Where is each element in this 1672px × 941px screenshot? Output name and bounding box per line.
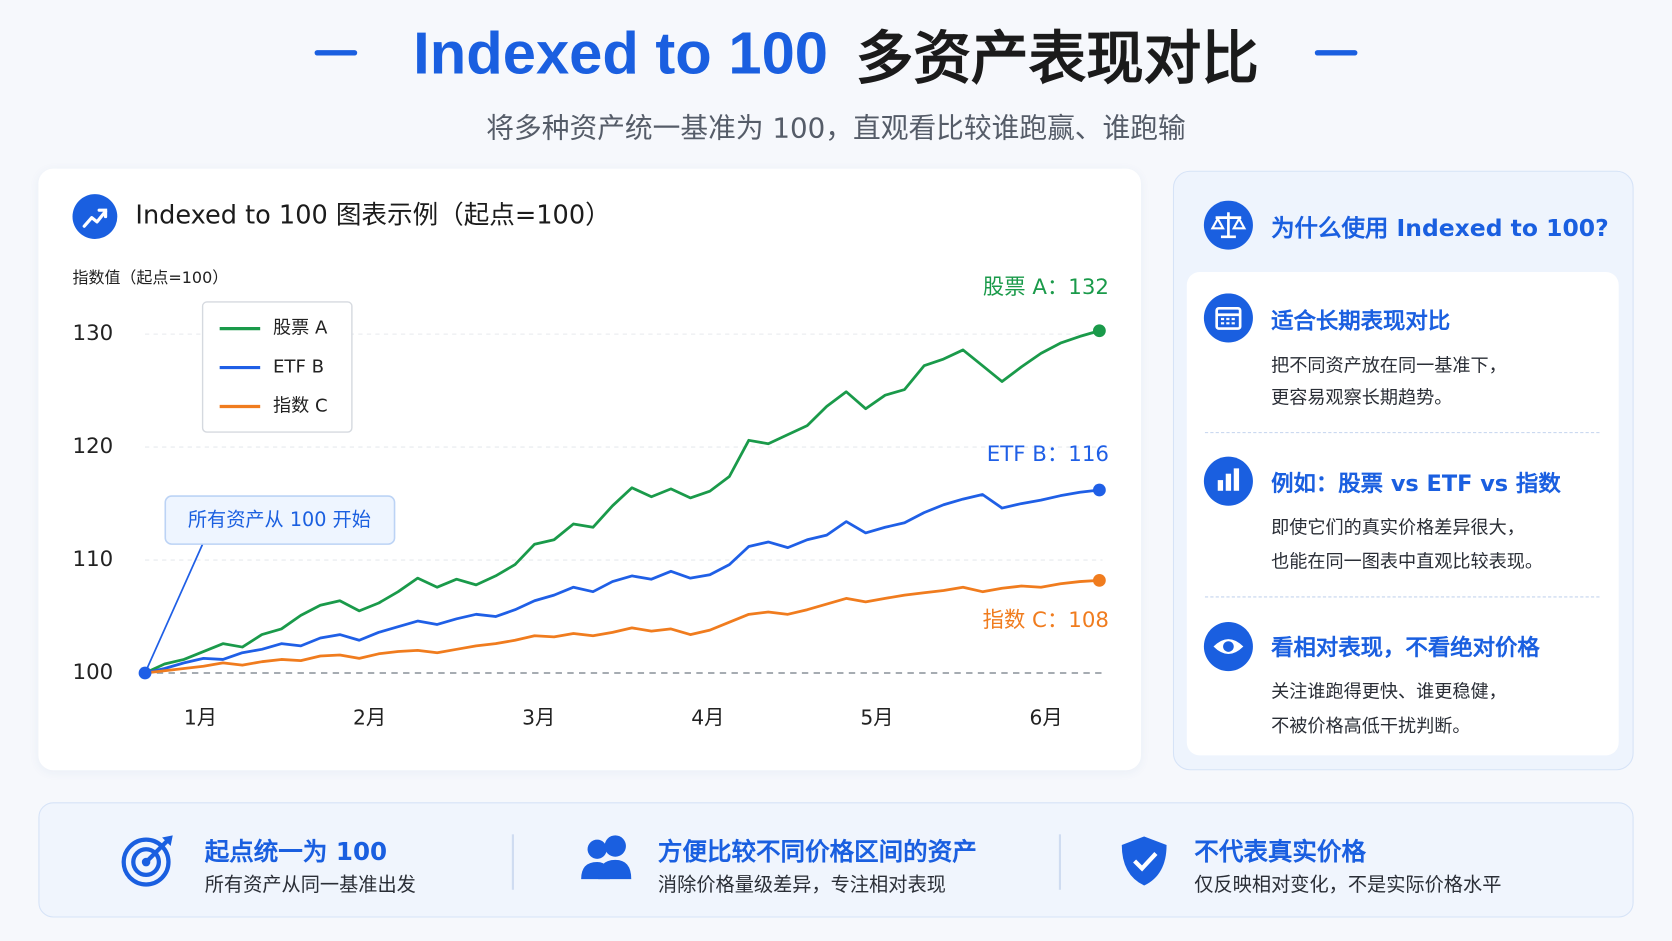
chart-icon-glyph — [82, 209, 108, 228]
legend-label: ETF B — [273, 357, 324, 378]
series-line — [144, 488, 1100, 675]
y-tick-label: 130 — [73, 321, 114, 346]
end-label: ETF B：116 — [987, 442, 1109, 467]
feature-title: 不代表真实价格 — [1194, 838, 1366, 867]
why-item-line: 不被价格高低干扰判断。 — [1271, 715, 1471, 738]
title-rest: 多资产表现对比 — [855, 24, 1259, 92]
feature-icons — [121, 835, 1167, 887]
feature-title: 起点统一为 100 — [204, 838, 388, 867]
chart-icon-glyph — [97, 208, 108, 219]
feature-title: 方便比较不同价格区间的资产 — [657, 838, 977, 867]
title-row: Indexed to 100 多资产表现对比 — [0, 15, 1672, 91]
divider — [511, 834, 514, 890]
x-tick-label: 4月 — [691, 706, 724, 730]
x-tick-label: 3月 — [522, 706, 555, 730]
legend-label: 股票 A — [273, 318, 328, 339]
x-tick-label: 2月 — [353, 706, 386, 730]
chart-card — [38, 168, 1141, 771]
why-item-title: 适合长期表现对比 — [1271, 308, 1451, 334]
end-label: 指数 C：108 — [983, 608, 1109, 633]
title-dash — [315, 49, 358, 55]
y-tick-label: 100 — [73, 660, 114, 685]
why-item-line: 更容易观察长期趋势。 — [1271, 387, 1453, 409]
x-tick-label: 5月 — [860, 706, 893, 730]
annotation-line — [144, 543, 204, 674]
why-item-line: 关注谁跑得更快、谁更稳健， — [1271, 681, 1507, 704]
separator — [1204, 432, 1600, 434]
chart-icon — [72, 194, 118, 239]
x-tick-label: 6月 — [1030, 706, 1063, 730]
why-item-icons — [1203, 293, 1253, 672]
why-item-line: 把不同资产放在同一基准下， — [1271, 355, 1507, 377]
end-point — [1092, 483, 1106, 497]
why-icon — [1203, 200, 1253, 250]
feature-desc: 所有资产从同一基准出发 — [204, 873, 416, 897]
title-dash — [1314, 49, 1357, 55]
y-tick-label: 120 — [73, 434, 114, 459]
separator — [1204, 596, 1600, 598]
start-point — [138, 666, 152, 680]
feature-bar — [38, 802, 1634, 918]
legend-box — [201, 301, 353, 433]
why-item-line: 也能在同一图表中直观比较表现。 — [1271, 551, 1543, 573]
x-tick-label: 1月 — [184, 706, 217, 730]
feature-desc: 消除价格量级差异，专注相对表现 — [657, 873, 946, 897]
title-highlight: Indexed to 100 — [413, 18, 829, 86]
series-line — [144, 579, 1100, 675]
divider — [1058, 834, 1061, 890]
end-point — [1092, 324, 1106, 338]
series-line — [144, 329, 1100, 675]
chart-title: Indexed to 100 图表示例（起点=100） — [135, 201, 610, 231]
feature-desc: 仅反映相对变化，不是实际价格水平 — [1194, 873, 1502, 897]
why-item-line: 即使它们的真实价格差异很大， — [1271, 517, 1525, 539]
why-inner — [1186, 272, 1619, 756]
end-label: 股票 A：132 — [983, 275, 1109, 300]
annotation-box — [164, 495, 396, 545]
legend-label: 指数 C — [273, 395, 328, 416]
why-item-title: 看相对表现，不看绝对价格 — [1271, 634, 1540, 661]
y-axis-label: 指数值（起点=100） — [73, 268, 229, 287]
y-tick-label: 110 — [73, 547, 114, 572]
why-title: 为什么使用 Indexed to 100? — [1271, 215, 1609, 243]
subtitle: 将多种资产统一基准为 100，直观看比较谁跑赢、谁跑输 — [486, 113, 1186, 146]
end-point — [1092, 573, 1106, 587]
why-item-title: 例如：股票 vs ETF vs 指数 — [1271, 470, 1561, 497]
annotation: 所有资产从 100 开始 — [188, 508, 371, 531]
